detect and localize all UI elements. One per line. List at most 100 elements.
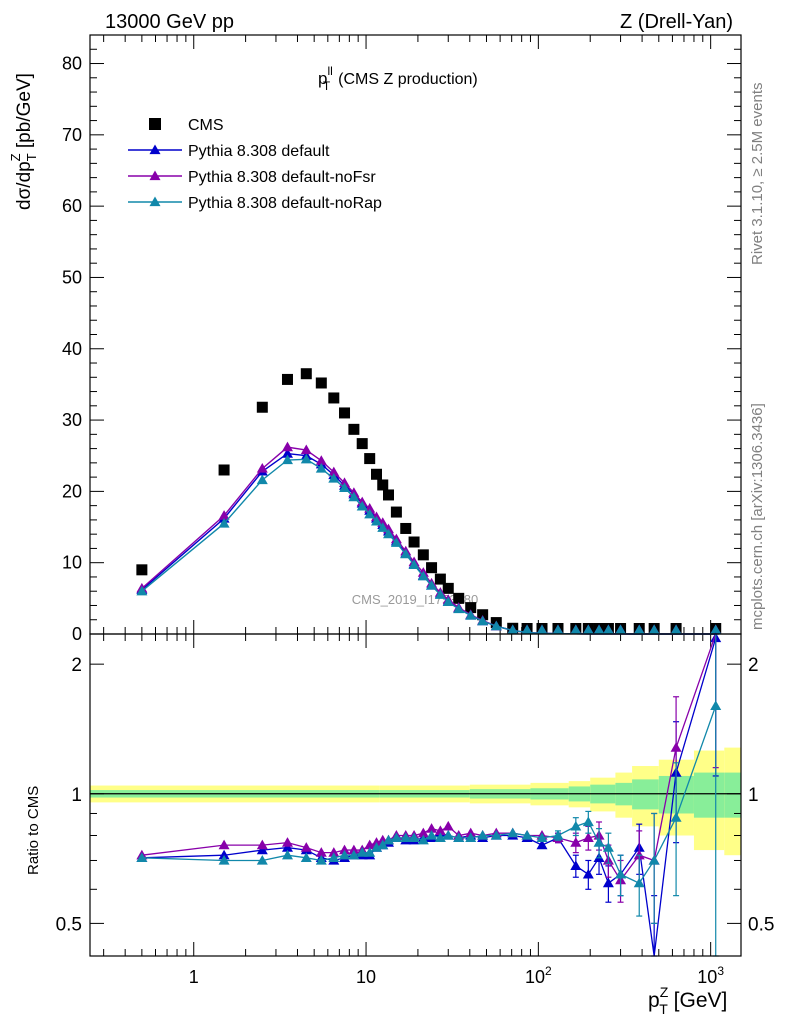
y-tick-label: 1 <box>71 785 82 806</box>
mc-point <box>552 624 564 635</box>
ratio-point <box>633 877 645 888</box>
cms-point <box>408 536 420 548</box>
ratio-point <box>552 830 564 840</box>
cms-point <box>315 377 327 389</box>
mc-point <box>465 609 477 620</box>
cms-point <box>364 453 376 465</box>
ratio-point <box>615 868 627 879</box>
xlabel-sub: T <box>659 1001 668 1017</box>
ratio-point <box>582 832 594 842</box>
mc-point <box>300 444 312 455</box>
ratio-point <box>348 849 360 860</box>
ratio-point <box>339 849 351 860</box>
x-axis-label: pZ T [GeV] <box>648 984 727 1017</box>
ylabel-sub: T <box>24 153 39 161</box>
ratio-point <box>364 839 376 850</box>
mc-point <box>442 596 454 607</box>
x-tick-label: 103 <box>697 964 724 987</box>
x-tick-base: 1 <box>189 967 199 987</box>
mc-point <box>710 624 722 635</box>
mc-point <box>136 585 148 596</box>
title-rest: (CMS Z production) <box>338 71 478 88</box>
cms-point <box>442 582 454 594</box>
ratio-point <box>521 830 533 840</box>
legend-marker-triangle <box>149 144 161 155</box>
cms-point <box>383 489 395 501</box>
y-tick-label: 2 <box>71 655 82 676</box>
x-tick-exp: 3 <box>717 964 724 978</box>
x-tick-base: 10 <box>525 967 545 987</box>
mc-point <box>315 463 327 473</box>
y-tick-label-right: 0.5 <box>748 914 774 935</box>
ratio-point <box>434 825 446 836</box>
mc-point <box>670 624 682 635</box>
ratio-point <box>536 832 548 842</box>
x-tick-label: 1 <box>189 967 199 987</box>
ratio-point <box>218 849 230 860</box>
legend-label: CMS <box>188 117 224 134</box>
y-tick-label: 0 <box>72 624 82 644</box>
mc-point <box>536 624 548 635</box>
ratio-point <box>400 832 412 842</box>
y-tick-label: 60 <box>62 196 82 216</box>
cms-point <box>218 464 230 476</box>
legend-marker-triangle <box>149 170 161 181</box>
ratio-point <box>670 742 682 752</box>
x-tick-label: 10 <box>356 967 376 987</box>
cms-point <box>356 438 368 450</box>
mc-point <box>383 528 395 539</box>
ratio-point <box>218 854 230 865</box>
ratio-point <box>315 847 327 857</box>
ratio-point <box>281 842 293 852</box>
cms-point <box>348 423 360 435</box>
cms-point <box>377 479 389 491</box>
y-tick-label-right: 2 <box>748 655 759 676</box>
ratio-point <box>339 844 351 855</box>
mc-point <box>521 624 533 635</box>
mc-point <box>417 570 429 581</box>
band-inner <box>724 772 741 818</box>
ratio-point <box>364 847 376 857</box>
ratio-point <box>300 842 312 852</box>
ratio-line <box>141 633 717 882</box>
ylabel-part-a: dσ/dp <box>14 161 35 210</box>
y-tick-label: 20 <box>62 481 82 501</box>
mc-point <box>256 463 268 473</box>
mc-point <box>281 441 293 452</box>
mc-point <box>281 448 293 458</box>
ratio-point <box>593 837 605 847</box>
ratio-point <box>377 839 389 850</box>
ratio-point <box>256 844 268 855</box>
ratio-point <box>417 834 429 845</box>
cms-point <box>300 368 312 380</box>
mc-point <box>390 537 402 547</box>
legend: CMS Pythia 8.308 default Pythia 8.308 defa… <box>128 117 382 212</box>
mcplots-label: mcplots.cern.ch [arXiv:1306.3436] <box>749 403 766 630</box>
y-tick-label: 80 <box>62 54 82 74</box>
cms-point <box>281 373 293 385</box>
plot-title: pll T (CMS Z production) <box>318 64 478 93</box>
legend-label: Pythia 8.308 default-noFsr <box>188 169 376 186</box>
ratio-point <box>300 852 312 862</box>
ratio-point <box>710 700 722 711</box>
uncertainty-bands <box>90 747 741 856</box>
ratio-point <box>281 849 293 860</box>
ratio-point <box>507 827 519 838</box>
y-tick-label-right: 1 <box>748 785 759 806</box>
mc-point <box>570 624 582 635</box>
y-tick-label: 40 <box>62 339 82 359</box>
xlabel-sup: Z <box>660 984 669 1000</box>
ratio-point <box>426 830 438 840</box>
mc-point <box>434 589 446 599</box>
ratio-point <box>390 832 402 842</box>
mc-point <box>615 624 627 635</box>
ratio-point <box>328 847 340 857</box>
mc-point <box>582 624 594 635</box>
ratio-point <box>348 844 360 855</box>
cms-point <box>477 609 489 621</box>
top-ylabel: dσ/dpTZ [pb/GeV] <box>8 73 39 210</box>
mc-point <box>256 474 268 485</box>
title-main: p <box>318 69 327 88</box>
ylabel-sup: Z <box>8 153 23 161</box>
